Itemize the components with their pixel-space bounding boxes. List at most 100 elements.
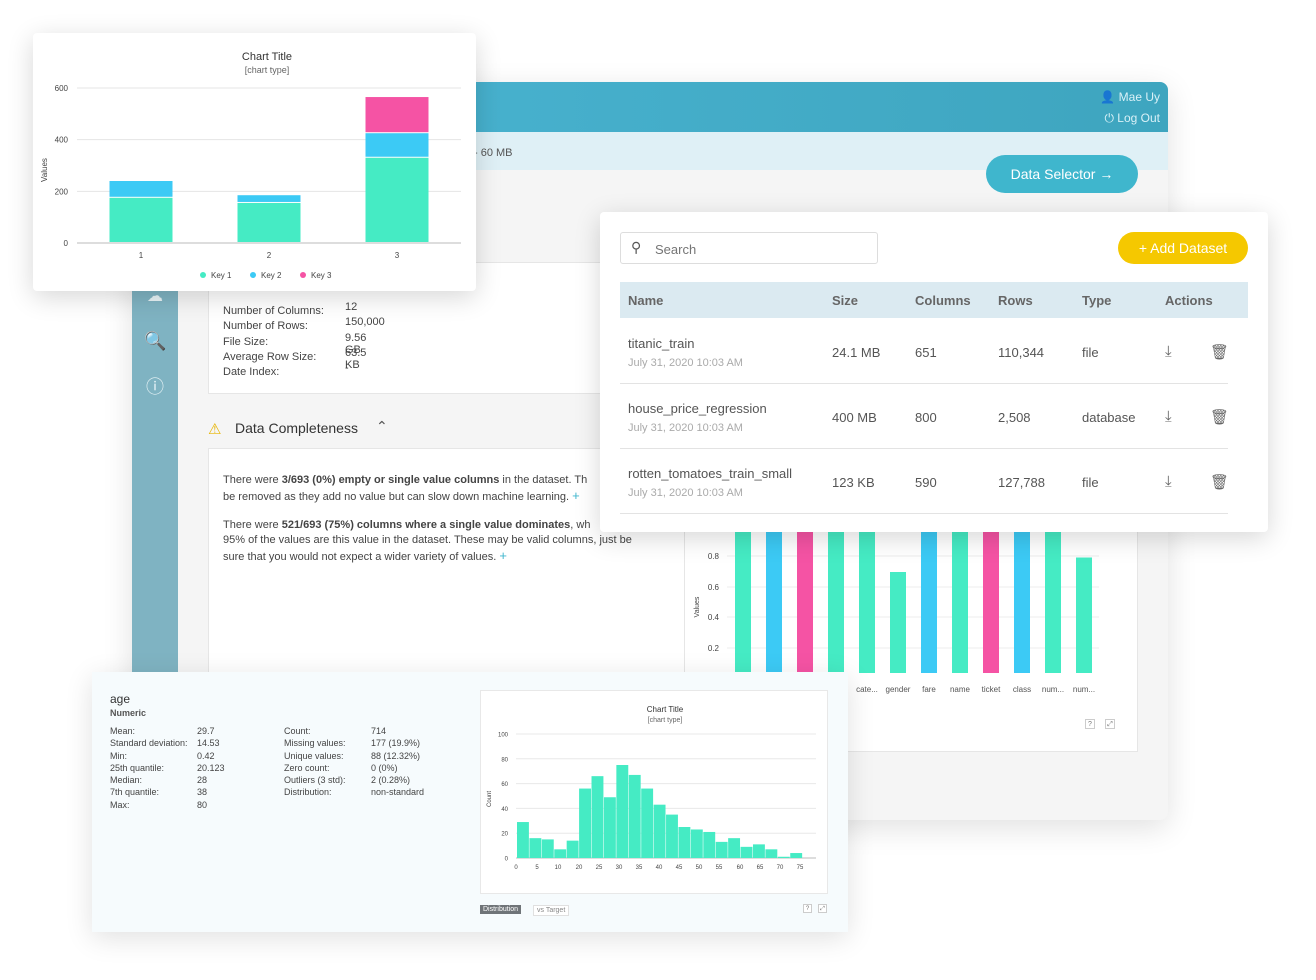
summary-value: -	[345, 362, 349, 375]
stat-value: 177 (19.9%)	[371, 738, 421, 749]
histogram-bar	[666, 814, 678, 858]
logout-link[interactable]: ⏻ Log Out	[1104, 111, 1160, 125]
bar-segment	[237, 202, 301, 242]
bar	[921, 523, 937, 673]
user-link[interactable]: 👤 Mae Uy	[1100, 90, 1160, 104]
col-header-rows[interactable]: Rows	[998, 293, 1033, 308]
histogram-card: Chart Title [chart type] 0 20 40 60 80 100 Count…	[480, 690, 828, 894]
col-header-name[interactable]: Name	[628, 293, 664, 308]
expand-plus-icon[interactable]: +	[572, 488, 580, 503]
dataset-date: July 31, 2020 10:03 AM	[628, 357, 743, 369]
x-tick-label: 2	[267, 251, 272, 260]
summary-value: 150,000	[345, 316, 385, 329]
search-box[interactable]: ⚲	[620, 232, 878, 264]
user-name: Mae Uy	[1118, 90, 1160, 104]
x-tick-label: num...	[1042, 685, 1064, 694]
x-tick-label: 50	[696, 865, 703, 871]
download-icon[interactable]: ⤓	[1165, 473, 1172, 490]
x-tick-label: fare	[922, 685, 936, 694]
trash-icon[interactable]: 🗑	[1210, 409, 1230, 426]
histogram-bar	[678, 827, 691, 858]
search-input[interactable]	[655, 239, 865, 259]
data-selector-button[interactable]: Data Selector →	[986, 155, 1138, 193]
x-tick-label: 5	[535, 865, 539, 871]
bg-bar-chart: 0.8 0.6 0.4 0.2 Values cate... gender fare name t…	[694, 523, 1099, 694]
text: 95% of the values are this value in the …	[223, 534, 632, 546]
stat-label: Mean:	[110, 726, 136, 736]
x-tick-label: ticket	[982, 685, 1001, 694]
dataset-size-text: - 60 MB	[474, 147, 513, 159]
stat-value: 38	[197, 787, 208, 798]
download-icon[interactable]: ⤓	[1165, 343, 1172, 360]
col-header-type[interactable]: Type	[1082, 293, 1112, 308]
col-header-columns[interactable]: Columns	[915, 293, 971, 308]
chevron-up-icon[interactable]: ⌃	[376, 418, 388, 434]
expand-icon[interactable]: ⤢	[1105, 719, 1115, 729]
x-tick-label: name	[950, 685, 971, 694]
upload-icon[interactable]: ☁	[147, 288, 163, 305]
trash-icon[interactable]: 🗑	[1210, 474, 1230, 491]
stat-label: Min:	[110, 750, 128, 761]
summary-label: File Size:	[223, 335, 269, 348]
trash-icon[interactable]: 🗑	[1210, 344, 1230, 361]
bar	[983, 523, 999, 673]
table-row[interactable]: house_price_regression July 31, 2020 10:…	[620, 384, 1230, 449]
histogram-bar	[566, 840, 579, 858]
dataset-size: 123 KB	[832, 475, 875, 490]
help-icon[interactable]: ?	[1085, 719, 1095, 729]
stat-label: Count:	[284, 726, 311, 736]
histogram-bar	[517, 822, 529, 858]
y-tick-label: 600	[55, 84, 69, 93]
table-row[interactable]: titanic_train July 31, 2020 10:03 AM 24.…	[620, 319, 1230, 384]
expand-icon[interactable]: ⤢	[818, 904, 827, 913]
text: be removed as they add no value but can …	[223, 491, 570, 503]
add-dataset-button[interactable]: + Add Dataset	[1118, 232, 1248, 264]
stat-label: Zero count:	[284, 762, 330, 773]
dataset-name[interactable]: titanic_train	[628, 336, 695, 351]
table-row[interactable]: rotten_tomatoes_train_small July 31, 202…	[620, 449, 1230, 514]
legend-marker	[200, 272, 206, 278]
histogram-bar	[529, 838, 542, 858]
text: There were	[223, 474, 282, 486]
bar-segment	[237, 195, 301, 202]
bar	[1014, 523, 1030, 673]
summary-label: Number of Rows:	[223, 320, 308, 333]
table-header: Name Size Columns Rows Type Actions	[620, 282, 1248, 318]
histogram-bar	[740, 846, 753, 858]
stat-value: 20.123	[197, 762, 225, 773]
col-header-size[interactable]: Size	[832, 293, 859, 308]
col-header-actions: Actions	[1165, 293, 1213, 308]
bar-segment	[365, 133, 429, 157]
zoom-in-icon[interactable]: 🔍	[144, 331, 167, 351]
stat-label: Missing values:	[284, 738, 346, 749]
dataset-name[interactable]: house_price_regression	[628, 401, 767, 416]
help-icon[interactable]: ?	[803, 904, 812, 913]
chart-title: Chart Title	[647, 705, 684, 714]
x-tick-label: 45	[676, 865, 683, 871]
summary-value: 63.5 KB	[345, 346, 367, 371]
histogram-bar	[790, 853, 803, 858]
dataset-name[interactable]: rotten_tomatoes_train_small	[628, 466, 793, 481]
expand-plus-icon[interactable]: +	[499, 548, 507, 563]
histogram-bar	[728, 838, 741, 858]
stat-value: 29.7	[197, 726, 215, 736]
column-details-window: age Numeric Mean: 29.7 Standard deviation…	[92, 672, 848, 932]
column-kind: Numeric	[110, 708, 147, 718]
y-tick-label: 0.4	[708, 613, 720, 622]
download-icon[interactable]: ⤓	[1165, 408, 1172, 425]
chart-subtitle: [chart type]	[245, 65, 290, 75]
column-name: age	[110, 692, 131, 706]
summary-label: Number of Columns:	[223, 305, 324, 317]
legend-label: Key 1	[211, 271, 232, 280]
stat-label: Median:	[110, 775, 143, 786]
histogram-bar	[541, 839, 554, 858]
y-tick-label: 0	[505, 857, 509, 863]
info-icon[interactable]: ⓘ	[146, 377, 164, 397]
tab-vs-target[interactable]: vs Target	[533, 905, 570, 916]
x-tick-label: 25	[596, 865, 603, 871]
text: There were	[223, 519, 282, 531]
legend-marker	[250, 272, 256, 278]
text: sure that you would not expect a wider v…	[223, 551, 497, 563]
histogram-bar	[690, 829, 703, 858]
tab-distribution[interactable]: Distribution	[480, 905, 522, 914]
